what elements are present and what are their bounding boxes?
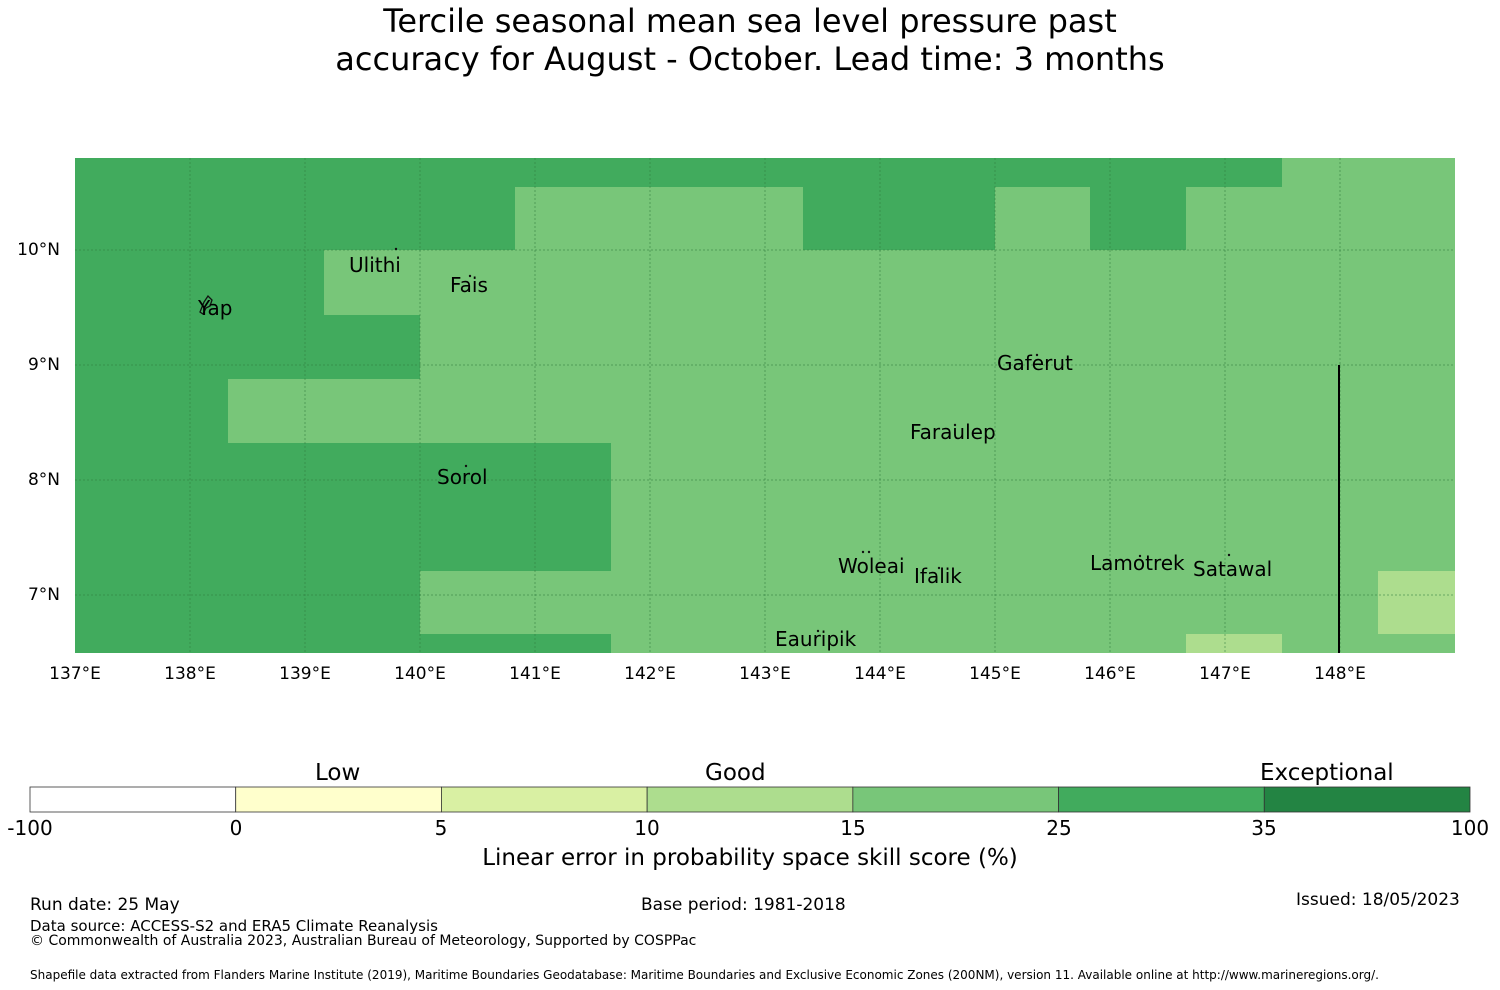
- map-region-light-south: [1186, 634, 1282, 653]
- copyright: © Commonwealth of Australia 2023, Austra…: [30, 933, 697, 949]
- map-region-light-east: [1378, 571, 1455, 634]
- place-label-satawal: Satawal: [1193, 557, 1273, 581]
- place-label-ulithi: Ulithi: [349, 253, 401, 277]
- map-region-south-strip: [420, 634, 611, 653]
- colorbar-segment-4: [852, 786, 1059, 813]
- issued-date: Issued: 18/05/2023: [1296, 890, 1460, 910]
- colorbar-segment-2: [441, 786, 648, 813]
- lon-label-139e: 139°E: [279, 664, 331, 684]
- place-label-lamotrek: Lamotrek: [1090, 551, 1185, 575]
- map-region-west-band: [228, 379, 420, 443]
- colorbar-category-good: Good: [705, 760, 766, 786]
- yap-island-shape: [199, 294, 213, 315]
- lon-label-145e: 145°E: [969, 664, 1021, 684]
- colorbar-segment-0: [29, 786, 237, 813]
- title-line-2: accuracy for August - October. Lead time…: [335, 40, 1165, 78]
- lon-label-148e: 148°E: [1314, 664, 1366, 684]
- place-label-woleai: Woleai: [838, 554, 905, 578]
- lon-label-141e: 141°E: [509, 664, 561, 684]
- map-region-ulithi: [324, 250, 420, 315]
- title-line-1: Tercile seasonal mean sea level pressure…: [383, 2, 1117, 40]
- colorbar-segment-6: [1263, 786, 1471, 813]
- place-label-yap: Yap: [198, 296, 233, 320]
- lon-label-143e: 143°E: [739, 664, 791, 684]
- colorbar-category-exceptional: Exceptional: [1260, 760, 1394, 786]
- gridlines: [75, 158, 1455, 653]
- map-region-north-gaferut: [995, 187, 1090, 250]
- lat-label-7n: 7°N: [27, 585, 60, 605]
- base-period: Base period: 1981-2018: [641, 895, 846, 915]
- lat-label-9n: 9°N: [27, 355, 60, 375]
- colorbar-tick-100: 100: [1450, 816, 1490, 840]
- colorbar-tick-35: 35: [1251, 816, 1277, 840]
- colorbar-tick-0: 0: [229, 816, 243, 840]
- place-label-ifalik: Ifalik: [914, 564, 962, 588]
- lon-label-144e: 144°E: [854, 664, 906, 684]
- colorbar-tick-10: 10: [634, 816, 660, 840]
- colorbar-category-low: Low: [315, 760, 361, 786]
- data-source: Data source: ACCESS-S2 and ERA5 Climate …: [30, 917, 438, 935]
- lon-label-147e: 147°E: [1199, 664, 1251, 684]
- colorbar-label: Linear error in probability space skill …: [482, 845, 1018, 871]
- lat-label-8n: 8°N: [27, 470, 60, 490]
- place-label-gaferut: Gaferut: [997, 351, 1073, 375]
- colorbar-segment-3: [646, 786, 854, 813]
- lon-label-138e: 138°E: [164, 664, 216, 684]
- place-label-sorol: Sorol: [437, 465, 488, 489]
- colorbar: [29, 786, 1471, 813]
- chart-title: Tercile seasonal mean sea level pressure…: [0, 2, 1500, 78]
- lon-label-142e: 142°E: [624, 664, 676, 684]
- colorbar-segment-5: [1058, 786, 1265, 813]
- place-label-faraulep: Faraulep: [910, 420, 996, 444]
- place-label-fais: Fais: [450, 273, 488, 297]
- colorbar-tick-5: 5: [434, 816, 448, 840]
- colorbar-segment-1: [235, 786, 442, 813]
- shapefile-credit: Shapefile data extracted from Flanders M…: [30, 968, 1379, 982]
- lon-label-140e: 140°E: [394, 664, 446, 684]
- map-region-sorol: [420, 443, 611, 571]
- lon-label-146e: 146°E: [1084, 664, 1136, 684]
- lat-label-10n: 10°N: [17, 240, 60, 260]
- colorbar-tick-25: 25: [1046, 816, 1072, 840]
- colorbar-tick-15: 15: [840, 816, 866, 840]
- lon-label-137e: 137°E: [49, 664, 101, 684]
- map-region-north-east: [1186, 187, 1282, 250]
- map-region-north-center: [515, 187, 803, 250]
- island-markers: [394, 247, 1231, 633]
- colorbar-tick-minus100: -100: [7, 816, 53, 840]
- map-region-northeast-corner: [1282, 158, 1455, 250]
- run-date: Run date: 25 May: [30, 895, 180, 915]
- place-label-eauripik: Eauripik: [775, 627, 857, 651]
